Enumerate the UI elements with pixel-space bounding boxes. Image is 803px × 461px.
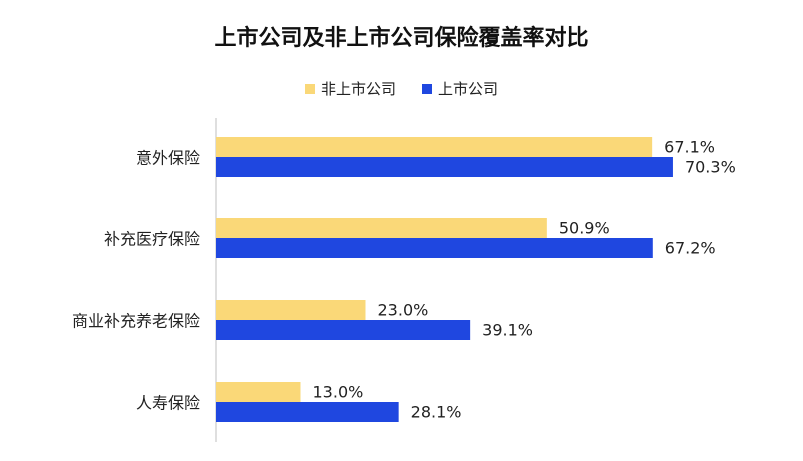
bar-listed bbox=[216, 320, 471, 340]
data-label: 28.1% bbox=[411, 403, 462, 422]
category-label: 补充医疗保险 bbox=[104, 230, 200, 249]
legend: 非上市公司 上市公司 bbox=[0, 78, 803, 99]
legend-item-unlisted: 非上市公司 bbox=[304, 78, 396, 99]
bar-unlisted bbox=[216, 137, 653, 157]
data-label: 13.0% bbox=[313, 383, 364, 402]
bar-listed bbox=[216, 157, 673, 177]
chart-title: 上市公司及非上市公司保险覆盖率对比 bbox=[214, 26, 589, 51]
data-label: 39.1% bbox=[482, 321, 533, 340]
data-label: 23.0% bbox=[378, 301, 429, 320]
legend-item-listed: 上市公司 bbox=[422, 78, 498, 99]
data-label: 67.2% bbox=[665, 239, 716, 258]
data-label: 67.1% bbox=[664, 138, 715, 157]
bar-unlisted bbox=[216, 382, 301, 402]
legend-swatch-unlisted bbox=[304, 83, 315, 94]
legend-label-listed: 上市公司 bbox=[438, 80, 499, 98]
bar-unlisted bbox=[216, 218, 547, 238]
legend-swatch-listed bbox=[422, 83, 432, 94]
category-label: 意外保险 bbox=[136, 149, 200, 168]
bar-unlisted bbox=[216, 300, 366, 320]
bar-listed bbox=[216, 402, 399, 422]
legend-label-unlisted: 非上市公司 bbox=[320, 80, 396, 98]
category-label: 商业补充养老保险 bbox=[72, 312, 200, 331]
category-label: 人寿保险 bbox=[136, 394, 200, 413]
data-label: 70.3% bbox=[685, 158, 736, 177]
data-label: 50.9% bbox=[559, 219, 610, 238]
bar-listed bbox=[216, 238, 653, 258]
